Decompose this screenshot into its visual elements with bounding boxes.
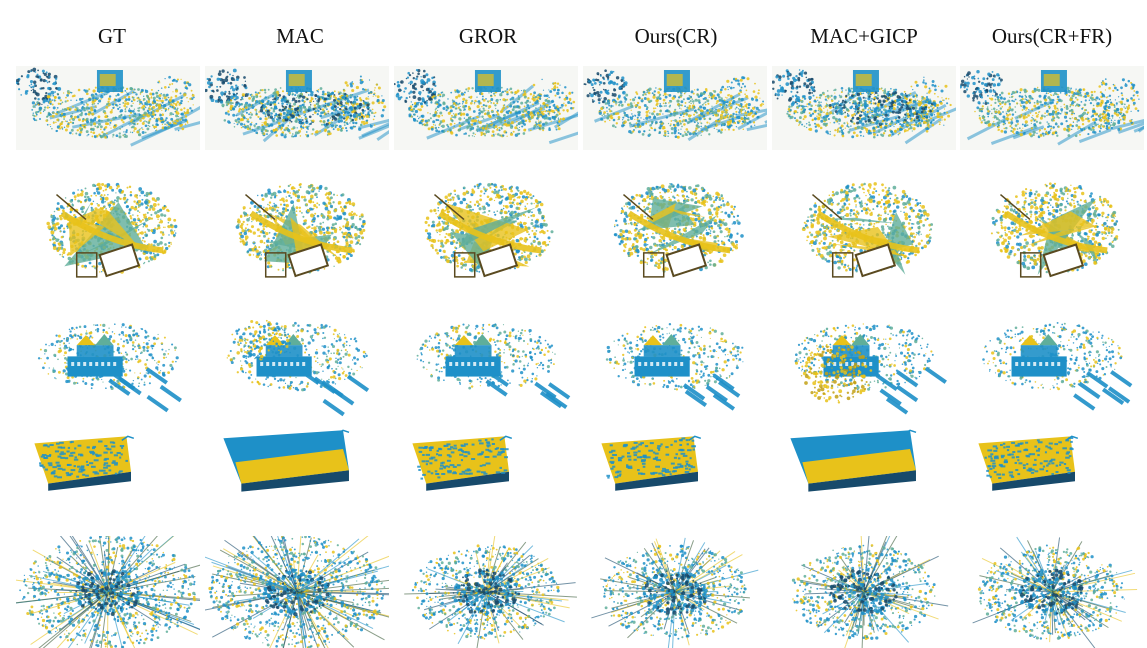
point-cloud-render bbox=[791, 536, 949, 648]
point-cloud-render bbox=[16, 66, 200, 150]
point-cloud-thumbnail bbox=[960, 176, 1144, 300]
column-header-gror: GROR bbox=[458, 24, 518, 48]
point-cloud-render bbox=[605, 322, 744, 411]
point-cloud-thumbnail bbox=[394, 176, 578, 300]
point-cloud-render bbox=[613, 183, 744, 278]
point-cloud-thumbnail bbox=[960, 66, 1144, 150]
point-cloud-thumbnail bbox=[16, 536, 200, 648]
column-header-ours-cr-fr: Ours(CR+FR) bbox=[991, 24, 1113, 48]
point-cloud-thumbnail bbox=[205, 176, 389, 300]
point-cloud-thumbnail bbox=[394, 426, 578, 512]
point-cloud-render bbox=[235, 182, 366, 278]
point-cloud-render bbox=[790, 429, 917, 492]
point-cloud-thumbnail bbox=[772, 536, 956, 648]
point-cloud-render bbox=[972, 536, 1138, 648]
point-cloud-thumbnail bbox=[394, 306, 578, 418]
column-header-mac: MAC bbox=[276, 24, 324, 48]
point-cloud-render bbox=[583, 66, 767, 150]
point-cloud-render bbox=[990, 182, 1120, 278]
point-cloud-thumbnail bbox=[583, 536, 767, 648]
point-cloud-thumbnail bbox=[394, 66, 578, 150]
point-cloud-thumbnail bbox=[205, 66, 389, 150]
point-cloud-thumbnail bbox=[772, 306, 956, 418]
point-cloud-render bbox=[46, 182, 178, 278]
point-cloud-thumbnail bbox=[583, 426, 767, 512]
point-cloud-render bbox=[205, 536, 389, 648]
point-cloud-render bbox=[416, 323, 571, 410]
point-cloud-thumbnail bbox=[583, 66, 767, 150]
point-cloud-render bbox=[205, 66, 389, 150]
point-cloud-render bbox=[394, 66, 578, 150]
point-cloud-render bbox=[591, 537, 759, 648]
point-cloud-render bbox=[801, 182, 934, 278]
point-cloud-render bbox=[226, 319, 370, 417]
point-cloud-render bbox=[601, 435, 702, 491]
point-cloud-render bbox=[960, 66, 1144, 150]
point-cloud-render bbox=[424, 182, 554, 278]
point-cloud-thumbnail bbox=[16, 176, 200, 300]
point-cloud-thumbnail bbox=[772, 66, 956, 150]
point-cloud-thumbnail bbox=[960, 306, 1144, 418]
point-cloud-thumbnail bbox=[205, 536, 389, 648]
point-cloud-render bbox=[404, 536, 577, 648]
point-cloud-thumbnail bbox=[583, 306, 767, 418]
point-cloud-thumbnail bbox=[583, 176, 767, 300]
point-cloud-render bbox=[34, 435, 135, 491]
point-cloud-thumbnail bbox=[16, 306, 200, 418]
point-cloud-render bbox=[412, 435, 513, 491]
point-cloud-thumbnail bbox=[205, 426, 389, 512]
point-cloud-render bbox=[37, 323, 182, 413]
point-cloud-render bbox=[982, 321, 1133, 411]
point-cloud-render bbox=[978, 435, 1079, 491]
point-cloud-thumbnail bbox=[16, 426, 200, 512]
point-cloud-thumbnail bbox=[205, 306, 389, 418]
point-cloud-thumbnail bbox=[772, 176, 956, 300]
point-cloud-render bbox=[223, 429, 350, 492]
point-cloud-thumbnail bbox=[394, 536, 578, 648]
point-cloud-thumbnail bbox=[16, 66, 200, 150]
column-header-gt: GT bbox=[98, 24, 126, 48]
point-cloud-thumbnail bbox=[960, 426, 1144, 512]
point-cloud-render bbox=[772, 66, 956, 150]
point-cloud-render bbox=[16, 536, 200, 648]
point-cloud-render bbox=[794, 323, 947, 415]
column-header-mac-gicp: MAC+GICP bbox=[810, 24, 918, 48]
point-cloud-thumbnail bbox=[960, 536, 1144, 648]
column-header-ours-cr: Ours(CR) bbox=[634, 24, 718, 48]
point-cloud-thumbnail bbox=[772, 426, 956, 512]
